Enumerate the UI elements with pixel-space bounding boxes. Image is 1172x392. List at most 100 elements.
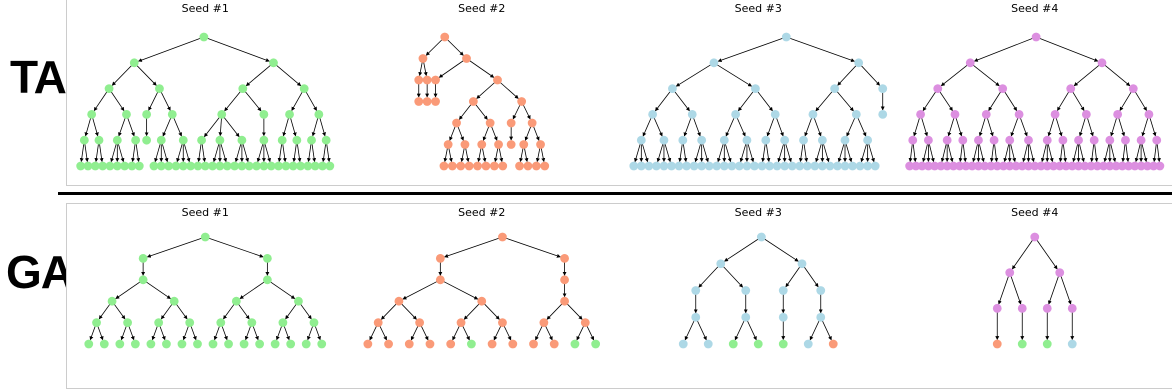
tree-node (933, 84, 943, 93)
tree-leaf-node (208, 339, 218, 349)
tree-leaf-node (712, 161, 722, 171)
tree-node (373, 318, 383, 327)
tree-node (262, 275, 272, 285)
tree-node (155, 84, 164, 93)
tree-leaf-node (1149, 161, 1159, 171)
tree-node (493, 75, 502, 85)
seed-title: Seed #1 (182, 2, 229, 15)
tree-node (494, 140, 503, 149)
tree-leaf-node (1036, 161, 1046, 171)
tree-leaf-node (757, 161, 767, 171)
tree-leaf-node (296, 161, 305, 171)
tree-edge (937, 88, 953, 112)
tree-leaf-node (629, 161, 639, 171)
tree-leaf-node (239, 339, 249, 349)
tree-leaf-node (237, 161, 247, 171)
tree-leaf-node (1130, 161, 1140, 171)
tap-seed-2-tree (414, 32, 550, 171)
tree-node (1014, 110, 1024, 119)
tree-edge (997, 272, 1011, 305)
tree-leaf-node (727, 161, 737, 171)
tree-node (79, 135, 89, 145)
tree-leaf-node (570, 339, 580, 349)
tree-node (169, 296, 179, 306)
tree-node (238, 84, 248, 93)
gap-seed-2-tree (363, 232, 601, 349)
tree-node (770, 110, 780, 119)
tree-edge (476, 79, 498, 99)
tree-edge (785, 263, 803, 288)
tree-node (942, 135, 952, 145)
tree-leaf-node (863, 161, 873, 171)
tree-leaf-node (697, 161, 707, 171)
tree-edge (1047, 272, 1061, 305)
tree-leaf-node (414, 97, 424, 106)
tree-leaf-node (318, 161, 327, 171)
tree-leaf-node (466, 339, 476, 349)
tree-node (908, 135, 918, 145)
tree-edge (1034, 236, 1058, 270)
tree-node (123, 318, 132, 327)
tree-node (998, 84, 1008, 93)
tree-node (741, 286, 751, 295)
tree-edge (502, 236, 561, 258)
tree-leaf-node (1011, 161, 1021, 171)
tree-node (104, 84, 114, 93)
tree-edge (1073, 62, 1103, 87)
tree-leaf-node (1117, 161, 1127, 171)
tree-leaf-node (765, 161, 774, 171)
tree-leaf-node (244, 161, 254, 171)
tree-node (321, 135, 331, 145)
tree-leaf-node (549, 339, 559, 349)
tree-node (527, 118, 537, 128)
tree-leaf-node (286, 339, 296, 349)
tree-leaf-node (1086, 161, 1096, 171)
tree-leaf-node (1061, 161, 1071, 171)
tree-node (87, 110, 97, 119)
tree-edge (834, 88, 854, 112)
tree-leaf-node (266, 161, 276, 171)
tree-node (292, 135, 302, 145)
tree-leaf-node (162, 339, 171, 349)
tree-node (560, 254, 569, 263)
tree-leaf-node (317, 339, 327, 349)
tree-edge (205, 236, 264, 258)
tree-node (1050, 110, 1060, 119)
tree-node (958, 135, 968, 145)
tree-edge (655, 88, 673, 112)
tree-edge (111, 62, 135, 86)
tree-node (797, 259, 807, 269)
tap-tree-panel: Seed #1 Seed #2 Seed #3 Seed #4 (66, 0, 1172, 186)
tree-edge (245, 62, 274, 87)
tree-node (778, 312, 788, 322)
tree-leaf-node (636, 161, 646, 171)
tree-node (1042, 135, 1052, 145)
tree-leaf-node (177, 339, 187, 349)
tree-leaf-node (682, 161, 691, 171)
tree-edge (1035, 36, 1099, 62)
tree-leaf-node (384, 339, 393, 349)
tree-leaf-node (178, 161, 188, 171)
tree-node (122, 110, 131, 119)
tree-node (259, 110, 269, 119)
seed-title: Seed #3 (735, 206, 782, 219)
tree-node (878, 84, 888, 93)
tree-leaf-node (1105, 161, 1115, 171)
tree-node (1058, 135, 1068, 145)
tree-node (178, 135, 188, 145)
tree-node (314, 110, 324, 119)
tree-node (1144, 110, 1154, 119)
tree-leaf-node (142, 135, 152, 145)
tree-leaf-node (99, 339, 109, 349)
gap-seed-3-tree (678, 232, 838, 349)
tree-node (580, 318, 590, 327)
tree-node (294, 296, 303, 306)
tree-node (992, 303, 1002, 313)
tree-node (237, 135, 247, 145)
tree-edge (786, 36, 855, 63)
tree-leaf-node (674, 161, 684, 171)
tree-node (112, 135, 122, 145)
tree-node (808, 110, 818, 119)
tree-leaf-node (1155, 161, 1165, 171)
tree-node (259, 135, 269, 145)
